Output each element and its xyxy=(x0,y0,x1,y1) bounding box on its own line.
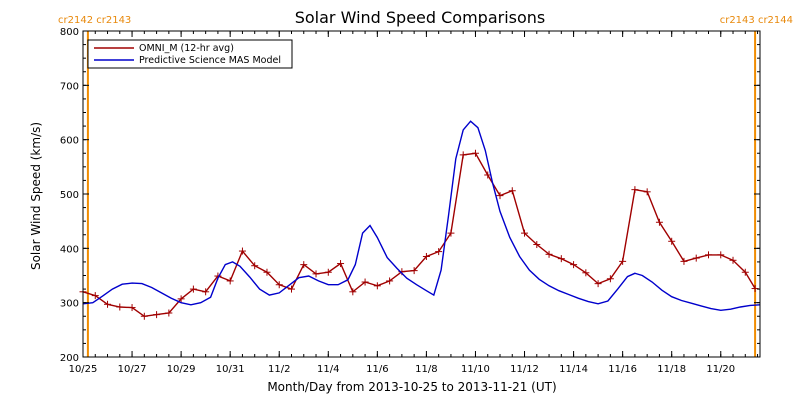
data-point-omni xyxy=(557,255,565,263)
data-point-omni xyxy=(729,256,737,264)
y-tick-label: 200 xyxy=(60,353,79,364)
data-point-omni xyxy=(643,188,651,196)
x-tick-label: 11/14 xyxy=(559,364,588,375)
legend-label-mas: Predictive Science MAS Model xyxy=(139,55,281,66)
x-tick-label: 11/10 xyxy=(461,364,490,375)
x-tick-label: 11/4 xyxy=(317,364,339,375)
x-tick-label: 11/8 xyxy=(415,364,437,375)
rotation-label-left: cr2142 cr2143 xyxy=(58,15,131,26)
data-point-omni xyxy=(508,187,516,195)
chart-title: Solar Wind Speed Comparisons xyxy=(295,8,546,27)
data-point-omni xyxy=(471,149,479,157)
x-tick-label: 10/25 xyxy=(69,364,98,375)
x-tick-label: 11/16 xyxy=(608,364,637,375)
data-point-omni xyxy=(680,257,688,265)
data-point-omni xyxy=(300,261,308,269)
data-point-omni xyxy=(704,251,712,259)
data-point-omni xyxy=(287,285,295,293)
data-point-omni xyxy=(140,312,148,320)
legend: OMNI_M (12-hr avg) Predictive Science MA… xyxy=(87,39,293,69)
series-line-mas xyxy=(82,120,761,312)
x-tick-label: 11/2 xyxy=(268,364,290,375)
data-point-omni xyxy=(91,292,99,300)
data-point-omni xyxy=(484,171,492,179)
x-tick-label: 11/6 xyxy=(366,364,388,375)
data-point-omni xyxy=(373,282,381,290)
data-point-omni xyxy=(275,281,283,289)
data-point-omni xyxy=(226,277,234,285)
data-point-omni xyxy=(582,269,590,277)
data-point-omni xyxy=(238,247,246,255)
data-point-omni xyxy=(165,309,173,317)
plot-frame xyxy=(82,30,761,358)
x-tick-label: 11/12 xyxy=(510,364,539,375)
data-point-omni xyxy=(337,260,345,268)
data-point-omni xyxy=(521,229,529,237)
y-tick-label: 800 xyxy=(60,27,79,38)
data-point-omni xyxy=(594,280,602,288)
data-point-omni xyxy=(741,268,749,276)
x-tick-label: 11/18 xyxy=(657,364,686,375)
data-point-omni xyxy=(655,218,663,226)
data-point-omni xyxy=(251,262,259,270)
data-point-omni xyxy=(751,285,759,293)
y-tick-label: 600 xyxy=(60,136,79,147)
data-point-omni xyxy=(447,229,455,237)
data-point-omni xyxy=(717,251,725,259)
y-tick-label: 700 xyxy=(60,81,79,92)
data-point-omni xyxy=(177,295,185,303)
data-point-omni xyxy=(349,288,357,296)
data-point-omni xyxy=(631,186,639,194)
x-tick-label: 10/31 xyxy=(216,364,245,375)
data-point-omni xyxy=(361,278,369,286)
data-point-omni xyxy=(410,267,418,275)
data-point-omni xyxy=(570,261,578,269)
data-point-omni xyxy=(312,270,320,278)
x-tick-label: 10/29 xyxy=(167,364,196,375)
y-tick-label: 300 xyxy=(60,299,79,310)
data-point-omni xyxy=(422,252,430,260)
data-point-omni xyxy=(668,237,676,245)
data-point-omni xyxy=(496,192,504,200)
y-axis-label: Solar Wind Speed (km/s) xyxy=(29,122,43,270)
data-point-omni xyxy=(153,311,161,319)
data-point-omni xyxy=(459,151,467,159)
y-tick-label: 400 xyxy=(60,244,79,255)
data-point-omni xyxy=(386,277,394,285)
y-tick-label: 500 xyxy=(60,190,79,201)
data-point-omni xyxy=(533,241,541,249)
data-point-omni xyxy=(435,248,443,256)
data-point-omni xyxy=(324,268,332,276)
data-point-omni xyxy=(606,275,614,283)
data-point-omni xyxy=(189,285,197,293)
data-point-omni xyxy=(116,303,124,311)
data-point-omni xyxy=(128,304,136,312)
x-tick-label: 11/20 xyxy=(706,364,735,375)
x-axis-label: Month/Day from 2013-10-25 to 2013-11-21 … xyxy=(267,380,556,394)
data-point-omni xyxy=(263,268,271,276)
data-point-omni xyxy=(545,250,553,258)
legend-label-omni: OMNI_M (12-hr avg) xyxy=(139,43,234,54)
data-point-omni xyxy=(104,300,112,308)
legend-box xyxy=(87,39,293,69)
data-point-omni xyxy=(619,257,627,265)
rotation-label-right: cr2143 cr2144 xyxy=(720,15,793,26)
data-point-omni xyxy=(202,288,210,296)
series-line-omni xyxy=(82,152,756,318)
x-tick-label: 10/27 xyxy=(118,364,147,375)
data-point-omni xyxy=(692,254,700,262)
